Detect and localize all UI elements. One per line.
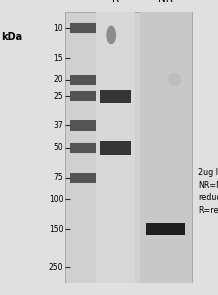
Bar — [65, 12, 192, 283]
Bar — [70, 23, 96, 34]
Text: 75: 75 — [53, 173, 63, 182]
Text: R: R — [112, 0, 119, 4]
Ellipse shape — [106, 26, 116, 44]
Bar — [146, 223, 185, 235]
Bar — [140, 12, 192, 283]
Text: 37: 37 — [53, 121, 63, 130]
Text: 15: 15 — [54, 54, 63, 63]
Text: NR: NR — [158, 0, 173, 4]
Text: 100: 100 — [49, 195, 63, 204]
Text: 25: 25 — [54, 92, 63, 101]
Text: 250: 250 — [49, 263, 63, 272]
Text: 10: 10 — [54, 24, 63, 33]
Bar — [100, 141, 131, 155]
Text: 20: 20 — [54, 75, 63, 84]
Text: 150: 150 — [49, 225, 63, 234]
Text: 2ug loading
NR=Non-
reduced
R=reduced: 2ug loading NR=Non- reduced R=reduced — [198, 168, 218, 215]
Bar — [96, 12, 135, 283]
Bar — [70, 75, 96, 85]
Text: kDa: kDa — [1, 32, 22, 42]
Text: 50: 50 — [53, 143, 63, 152]
Bar — [70, 143, 96, 153]
Ellipse shape — [168, 73, 181, 86]
Bar — [70, 91, 96, 101]
Bar — [70, 173, 96, 183]
Bar — [100, 89, 131, 103]
Bar — [70, 120, 96, 131]
